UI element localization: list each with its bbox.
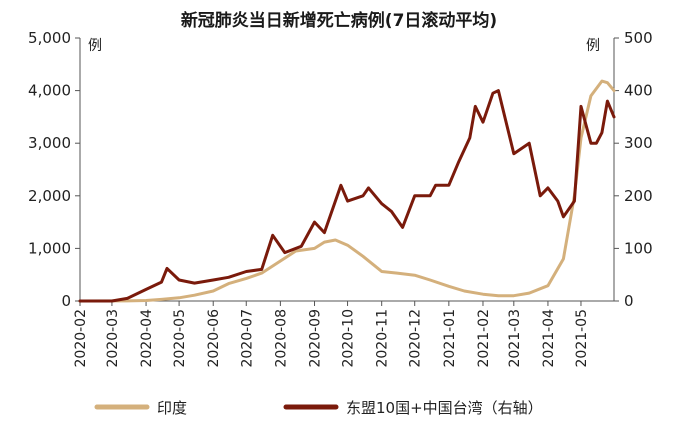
left-axis-tick-label: 4,000 — [28, 82, 71, 100]
right-axis-tick-label: 500 — [624, 29, 653, 47]
x-axis-tick-label: 2020-09 — [308, 309, 324, 368]
x-axis-tick-label: 2021-04 — [541, 309, 557, 368]
x-axis-tick-label: 2021-03 — [507, 309, 523, 368]
x-axis-tick-label: 2020-07 — [239, 309, 255, 368]
right-axis-tick-label: 300 — [624, 134, 653, 152]
x-axis-tick-label: 2021-01 — [442, 309, 458, 368]
series-line-asean — [78, 89, 616, 303]
chart-title: 新冠肺炎当日新增死亡病例(7日滚动平均) — [181, 10, 497, 31]
series-layer — [78, 79, 616, 303]
x-axis-tick-label: 2020-04 — [139, 309, 155, 368]
left-axis-tick-label: 5,000 — [28, 29, 71, 47]
x-axis-tick-label: 2020-11 — [375, 309, 391, 368]
right-axis-tick-label: 200 — [624, 187, 653, 205]
left-axis-tick-label: 3,000 — [28, 134, 71, 152]
left-axis-unit: 例 — [88, 38, 102, 54]
left-axis-tick-label: 0 — [61, 292, 71, 310]
right-axis-tick-label: 100 — [624, 239, 653, 257]
legend: 印度 东盟10国+中国台湾（右轴） — [94, 399, 543, 417]
right-axis-tick-label: 0 — [624, 292, 634, 310]
legend-label-india: 印度 — [157, 399, 187, 417]
x-axis-tick-label: 2020-08 — [273, 309, 289, 368]
x-axis-tick-label: 2020-10 — [341, 309, 357, 368]
left-axis-tick-label: 2,000 — [28, 187, 71, 205]
series-line-india — [78, 79, 616, 303]
x-axis-tick-label: 2020-06 — [206, 309, 222, 368]
x-axis-tick-label: 2020-12 — [408, 309, 424, 368]
legend-label-asean: 东盟10国+中国台湾（右轴） — [346, 399, 543, 417]
x-axis-tick-label: 2020-05 — [172, 309, 188, 368]
right-axis-unit: 例 — [586, 38, 600, 54]
right-axis-tick-label: 400 — [624, 82, 653, 100]
x-axis-tick-label: 2021-02 — [476, 309, 492, 368]
x-axis-tick-label: 2020-02 — [73, 309, 89, 368]
left-axis-tick-label: 1,000 — [28, 239, 71, 257]
x-axis-tick-label: 2021-05 — [574, 309, 590, 368]
axes: 0 1,000 2,000 3,000 4,000 5,000 0 100 200 300 400 5… — [28, 29, 653, 368]
x-axis-tick-label: 2020-03 — [105, 309, 121, 368]
